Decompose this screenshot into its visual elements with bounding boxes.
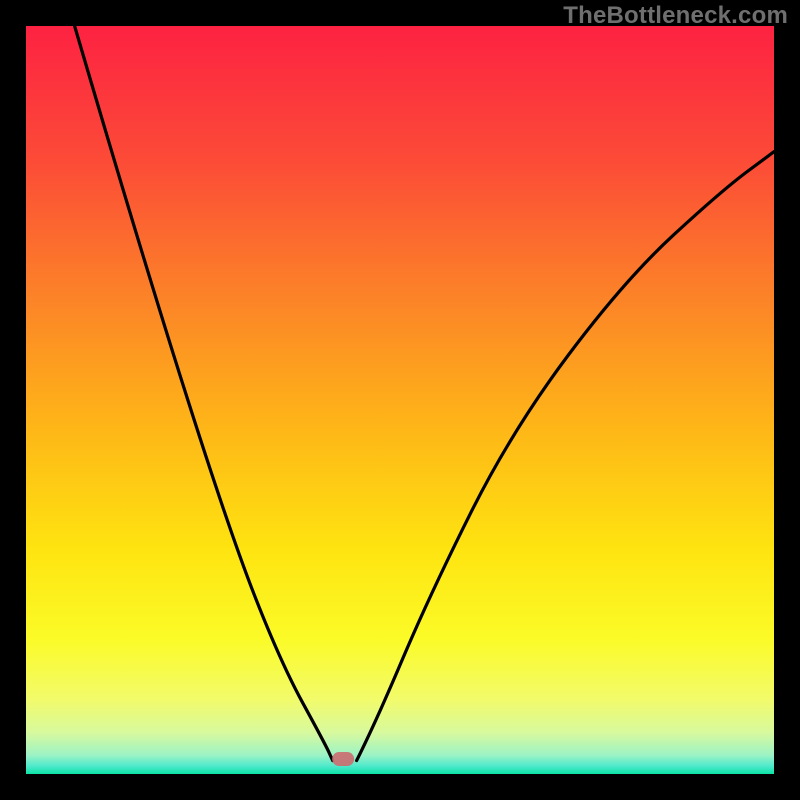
watermark-text: TheBottleneck.com	[563, 2, 788, 30]
optimal-marker	[332, 752, 354, 766]
plot-area	[26, 26, 774, 774]
chart-frame: TheBottleneck.com	[0, 0, 800, 800]
chart-svg	[26, 26, 774, 774]
